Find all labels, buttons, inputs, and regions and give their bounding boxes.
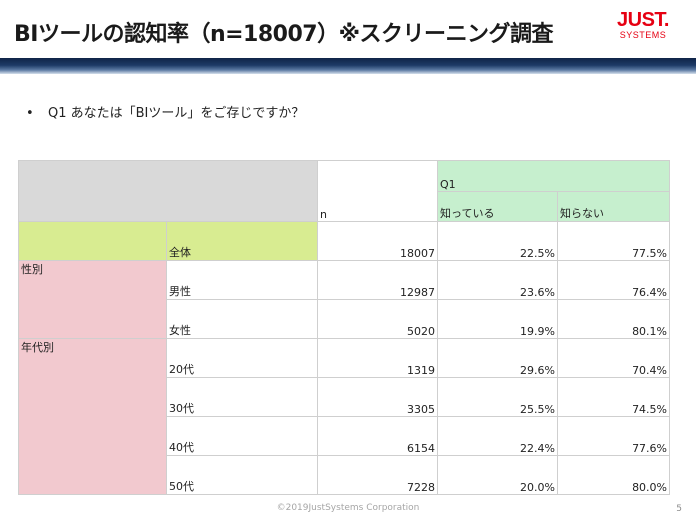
dont-know-cell: 70.4% xyxy=(556,338,671,378)
n-cell: 6154 xyxy=(317,416,438,456)
dont-know-cell: 80.1% xyxy=(556,299,671,339)
company-logo: JUST. SYSTEMS xyxy=(608,10,678,40)
dont-know-header-cell: 知らない xyxy=(556,191,671,222)
row-label-cell: 50代 xyxy=(166,455,318,495)
know-cell: 22.4% xyxy=(437,416,558,456)
table-row: 女性 5020 19.9% 80.1% xyxy=(19,299,671,339)
awareness-table: n Q1 知っている 知らない 全体 18007 22.5% 77.5% 性別 … xyxy=(18,160,671,495)
row-label-cell: 40代 xyxy=(166,416,318,456)
total-dont-know-cell: 77.5% xyxy=(556,221,671,261)
total-group-cell xyxy=(18,221,167,261)
know-cell: 19.9% xyxy=(437,299,558,339)
table-corner-cell xyxy=(18,160,318,222)
know-cell: 29.6% xyxy=(437,338,558,378)
row-label-cell: 20代 xyxy=(166,338,318,378)
page-number: 5 xyxy=(676,504,682,514)
row-label-cell: 女性 xyxy=(166,299,318,339)
dont-know-cell: 74.5% xyxy=(556,377,671,417)
slide-title: BIツールの認知率（n=18007）※スクリーニング調査 xyxy=(14,22,553,47)
know-cell: 25.5% xyxy=(437,377,558,417)
total-n-cell: 18007 xyxy=(317,221,438,261)
group-age-cell: 年代別 xyxy=(18,338,167,495)
question-text: Q1 あなたは「BIツール」をご存じですか？ xyxy=(48,106,305,121)
logo-main-text: JUST. xyxy=(617,9,669,31)
title-divider-bar xyxy=(0,58,696,74)
table-header-row: n Q1 xyxy=(18,160,671,222)
q1-header-cell: Q1 xyxy=(436,160,671,192)
footer-copyright: ©2019JustSystems Corporation xyxy=(276,503,420,513)
know-cell: 23.6% xyxy=(437,260,558,300)
total-label-cell: 全体 xyxy=(166,221,318,261)
row-label-cell: 30代 xyxy=(166,377,318,417)
n-cell: 5020 xyxy=(317,299,438,339)
n-cell: 7228 xyxy=(317,455,438,495)
group-gender-cell: 性別 xyxy=(18,260,167,339)
dont-know-cell: 77.6% xyxy=(556,416,671,456)
n-cell: 3305 xyxy=(317,377,438,417)
table-row: 30代 3305 25.5% 74.5% xyxy=(19,377,671,417)
table-row: 年代別 20代 1319 29.6% 70.4% xyxy=(18,338,671,495)
know-header-cell: 知っている xyxy=(437,191,558,222)
row-label-cell: 男性 xyxy=(166,260,318,300)
table-row: 50代 7228 20.0% 80.0% xyxy=(19,455,671,495)
dont-know-cell: 76.4% xyxy=(556,260,671,300)
know-cell: 20.0% xyxy=(437,455,558,495)
n-header-cell: n xyxy=(317,160,438,222)
total-row: 全体 18007 22.5% 77.5% xyxy=(18,221,671,261)
logo-sub-text: SYSTEMS xyxy=(619,30,667,40)
table-subheader-row: 知っている 知らない xyxy=(19,191,671,222)
bullet-icon: • xyxy=(26,106,34,121)
n-cell: 12987 xyxy=(317,260,438,300)
n-cell: 1319 xyxy=(317,338,438,378)
total-know-cell: 22.5% xyxy=(437,221,558,261)
dont-know-cell: 80.0% xyxy=(556,455,671,495)
question-line: • Q1 あなたは「BIツール」をご存じですか？ xyxy=(26,102,304,121)
table-row: 性別 男性 12987 23.6% 76.4% xyxy=(18,260,671,339)
table-row: 40代 6154 22.4% 77.6% xyxy=(19,416,671,456)
